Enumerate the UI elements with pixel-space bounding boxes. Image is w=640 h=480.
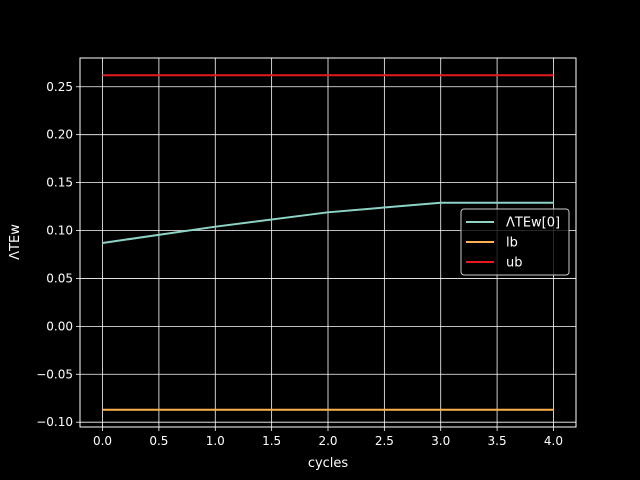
legend-label-ub: ub [506,256,523,271]
legend: ΛTEw[0] lb ub [460,208,570,276]
y-tick-label: −0.10 [36,415,73,429]
x-tick-label: 4.0 [544,434,563,448]
x-tick-label: 0.5 [149,434,168,448]
series-layer [102,74,554,411]
x-axis-label: cycles [308,456,349,471]
x-tick-label: 2.5 [375,434,394,448]
y-axis-ticks: −0.10 −0.05 0.00 0.05 0.10 0.15 0.20 0.25 [36,80,80,429]
x-tick-label: 2.0 [318,434,337,448]
legend-label-lb: lb [506,236,518,251]
y-tick-label: 0.25 [46,80,73,94]
legend-label-tew-0: ΛTEw[0] [506,216,560,231]
y-tick-label: 0.00 [46,319,73,333]
x-tick-label: 1.0 [206,434,225,448]
series-line-tew-0 [102,201,554,244]
x-tick-label: 0.0 [93,434,112,448]
legend-box [460,208,570,276]
x-axis-ticks: 0.0 0.5 1.0 1.5 2.0 2.5 3.0 3.5 4.0 [93,427,563,448]
y-tick-label: 0.05 [46,271,73,285]
y-tick-label: 0.20 [46,128,73,142]
x-tick-label: 3.5 [488,434,507,448]
y-axis-label: ΛTEw [8,224,23,260]
y-tick-label: 0.15 [46,176,73,190]
x-tick-label: 1.5 [262,434,281,448]
y-tick-label: −0.05 [36,367,73,381]
x-tick-label: 3.0 [431,434,450,448]
y-tick-label: 0.10 [46,224,73,238]
